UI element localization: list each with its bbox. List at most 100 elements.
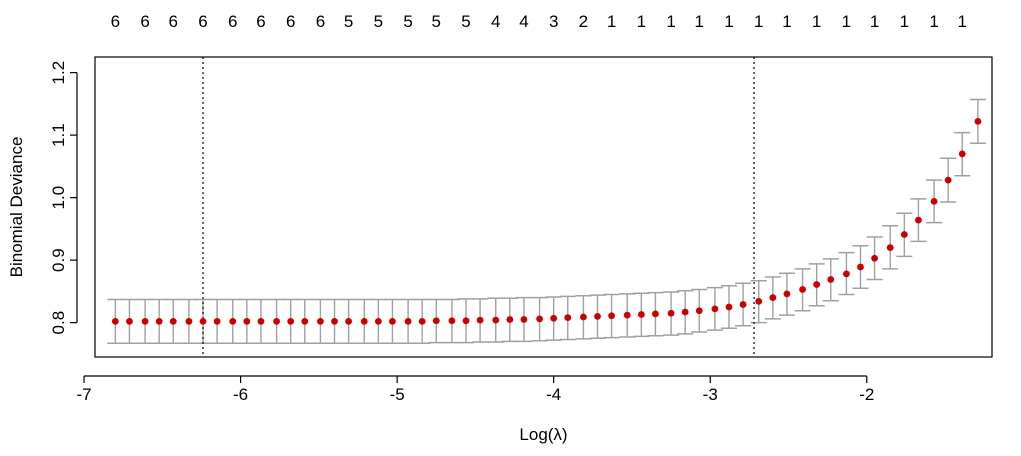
data-point bbox=[681, 308, 689, 316]
data-point bbox=[476, 316, 484, 324]
data-point bbox=[608, 312, 615, 320]
top-axis-label: 3 bbox=[549, 12, 558, 31]
data-point bbox=[506, 316, 514, 323]
data-point bbox=[287, 317, 295, 325]
data-point bbox=[695, 307, 703, 315]
top-axis-label: 1 bbox=[900, 12, 909, 31]
x-tick-label: -4 bbox=[546, 385, 561, 404]
data-point bbox=[404, 317, 412, 325]
y-tick-label: 0.8 bbox=[49, 311, 68, 335]
data-point bbox=[580, 313, 587, 321]
x-tick-label: -3 bbox=[703, 385, 718, 404]
top-axis-label: 1 bbox=[870, 12, 879, 31]
data-point bbox=[900, 231, 908, 238]
data-point bbox=[564, 314, 572, 322]
data-point bbox=[974, 117, 982, 125]
data-point bbox=[462, 317, 470, 325]
data-point bbox=[755, 297, 763, 305]
data-point bbox=[944, 176, 952, 184]
y-tick-label: 1.1 bbox=[49, 123, 68, 147]
data-point bbox=[126, 317, 133, 325]
top-axis-label: 5 bbox=[461, 12, 470, 31]
plot-frame bbox=[94, 56, 993, 358]
top-axis-label: 5 bbox=[344, 12, 353, 31]
data-point bbox=[213, 317, 221, 325]
data-point bbox=[389, 317, 396, 325]
y-tick-label: 0.9 bbox=[49, 248, 68, 272]
data-point bbox=[813, 281, 821, 288]
data-point bbox=[857, 263, 864, 271]
top-axis-label: 1 bbox=[958, 12, 967, 31]
data-point bbox=[843, 270, 850, 278]
top-axis-label: 1 bbox=[637, 12, 646, 31]
x-tick-label: -7 bbox=[76, 385, 91, 404]
x-axis: -7 -6 -5 -4 -3 -2 bbox=[76, 375, 874, 404]
top-axis-label: 6 bbox=[228, 12, 237, 31]
data-point bbox=[345, 317, 353, 325]
top-axis-label: 5 bbox=[374, 12, 383, 31]
data-point bbox=[331, 317, 338, 325]
top-axis-label: 6 bbox=[140, 12, 149, 31]
top-axis-label: 6 bbox=[286, 12, 295, 31]
top-axis-label: 1 bbox=[812, 12, 821, 31]
x-tick-label: -6 bbox=[233, 385, 248, 404]
y-tick-label: 1.0 bbox=[49, 186, 68, 210]
error-bars-layer bbox=[107, 98, 986, 344]
top-axis-label: 1 bbox=[782, 12, 791, 31]
top-axis-label: 6 bbox=[316, 12, 325, 31]
data-point bbox=[594, 312, 601, 320]
top-axis-label: 1 bbox=[607, 12, 616, 31]
top-axis-label: 1 bbox=[842, 12, 851, 31]
top-axis-label: 1 bbox=[695, 12, 704, 31]
data-point bbox=[273, 317, 280, 325]
x-tick-label: -5 bbox=[390, 385, 405, 404]
data-point bbox=[886, 244, 894, 252]
top-axis-label: 5 bbox=[403, 12, 412, 31]
data-point bbox=[915, 216, 922, 224]
data-point bbox=[871, 254, 878, 262]
data-point bbox=[432, 317, 440, 325]
data-point bbox=[360, 317, 368, 325]
y-axis-label: Binomial Deviance bbox=[7, 137, 26, 278]
top-axis-label: 6 bbox=[111, 12, 120, 31]
data-point bbox=[199, 317, 207, 325]
x-tick-label: -2 bbox=[859, 385, 874, 404]
top-axis-label: 4 bbox=[491, 12, 500, 31]
top-axis-label: 1 bbox=[724, 12, 733, 31]
top-axis-label: 2 bbox=[579, 12, 588, 31]
data-point bbox=[448, 317, 456, 325]
data-point bbox=[520, 316, 528, 323]
data-point bbox=[317, 317, 324, 325]
top-axis-label: 6 bbox=[169, 12, 178, 31]
data-point bbox=[769, 294, 777, 302]
data-point bbox=[637, 311, 645, 318]
data-point bbox=[930, 197, 938, 205]
data-point bbox=[550, 314, 558, 322]
data-point bbox=[374, 317, 382, 325]
top-axis-label: 1 bbox=[929, 12, 938, 31]
data-point bbox=[243, 317, 251, 325]
data-point bbox=[301, 317, 309, 325]
x-axis-label: Log(λ) bbox=[519, 425, 567, 444]
top-axis-label: 1 bbox=[754, 12, 763, 31]
data-point bbox=[418, 317, 426, 325]
data-point bbox=[958, 150, 966, 158]
data-point bbox=[536, 315, 543, 323]
data-point bbox=[739, 301, 747, 308]
data-point bbox=[725, 303, 733, 311]
data-point bbox=[111, 317, 119, 325]
data-point bbox=[229, 317, 237, 325]
data-point bbox=[169, 317, 177, 325]
top-axis-label: 1 bbox=[666, 12, 675, 31]
data-point bbox=[623, 311, 631, 319]
top-axis-label: 6 bbox=[256, 12, 265, 31]
data-point bbox=[652, 310, 659, 318]
data-point bbox=[827, 276, 835, 283]
data-point bbox=[492, 316, 500, 324]
y-tick-label: 1.2 bbox=[49, 61, 68, 85]
data-point bbox=[155, 317, 163, 325]
data-point bbox=[711, 305, 719, 313]
top-axis-label: 4 bbox=[519, 12, 528, 31]
